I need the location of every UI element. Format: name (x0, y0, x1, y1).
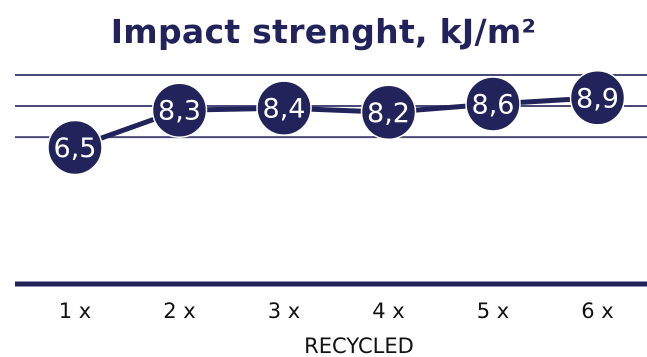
category-labels: 1 x 2 x 3 x 4 x 5 x 6 x (59, 299, 614, 323)
data-point-5 (465, 76, 521, 132)
x-axis-title: RECYCLED (304, 334, 414, 357)
data-points: 6,5 8,3 8,4 8,2 8,6 8,9 (47, 70, 626, 176)
gridlines (15, 74, 647, 139)
data-point-1 (47, 119, 103, 176)
category-label-3: 3 x (268, 299, 300, 323)
data-label-4: 8,2 (367, 98, 410, 129)
data-point-3 (256, 80, 312, 136)
data-label-3: 8,4 (263, 94, 306, 125)
data-point-4 (360, 84, 417, 141)
category-label-1: 1 x (59, 299, 91, 323)
data-label-2: 8,3 (158, 96, 201, 127)
data-point-2 (151, 82, 208, 138)
category-label-2: 2 x (163, 299, 195, 323)
category-label-5: 5 x (477, 299, 509, 323)
data-point-6 (569, 70, 626, 126)
category-label-6: 6 x (581, 299, 613, 323)
category-label-4: 4 x (372, 299, 404, 323)
data-label-5: 8,6 (472, 89, 515, 120)
chart-title: Impact strenght, kJ/m² (110, 12, 537, 51)
data-label-6: 8,9 (576, 83, 619, 114)
data-label-1: 6,5 (54, 133, 97, 164)
